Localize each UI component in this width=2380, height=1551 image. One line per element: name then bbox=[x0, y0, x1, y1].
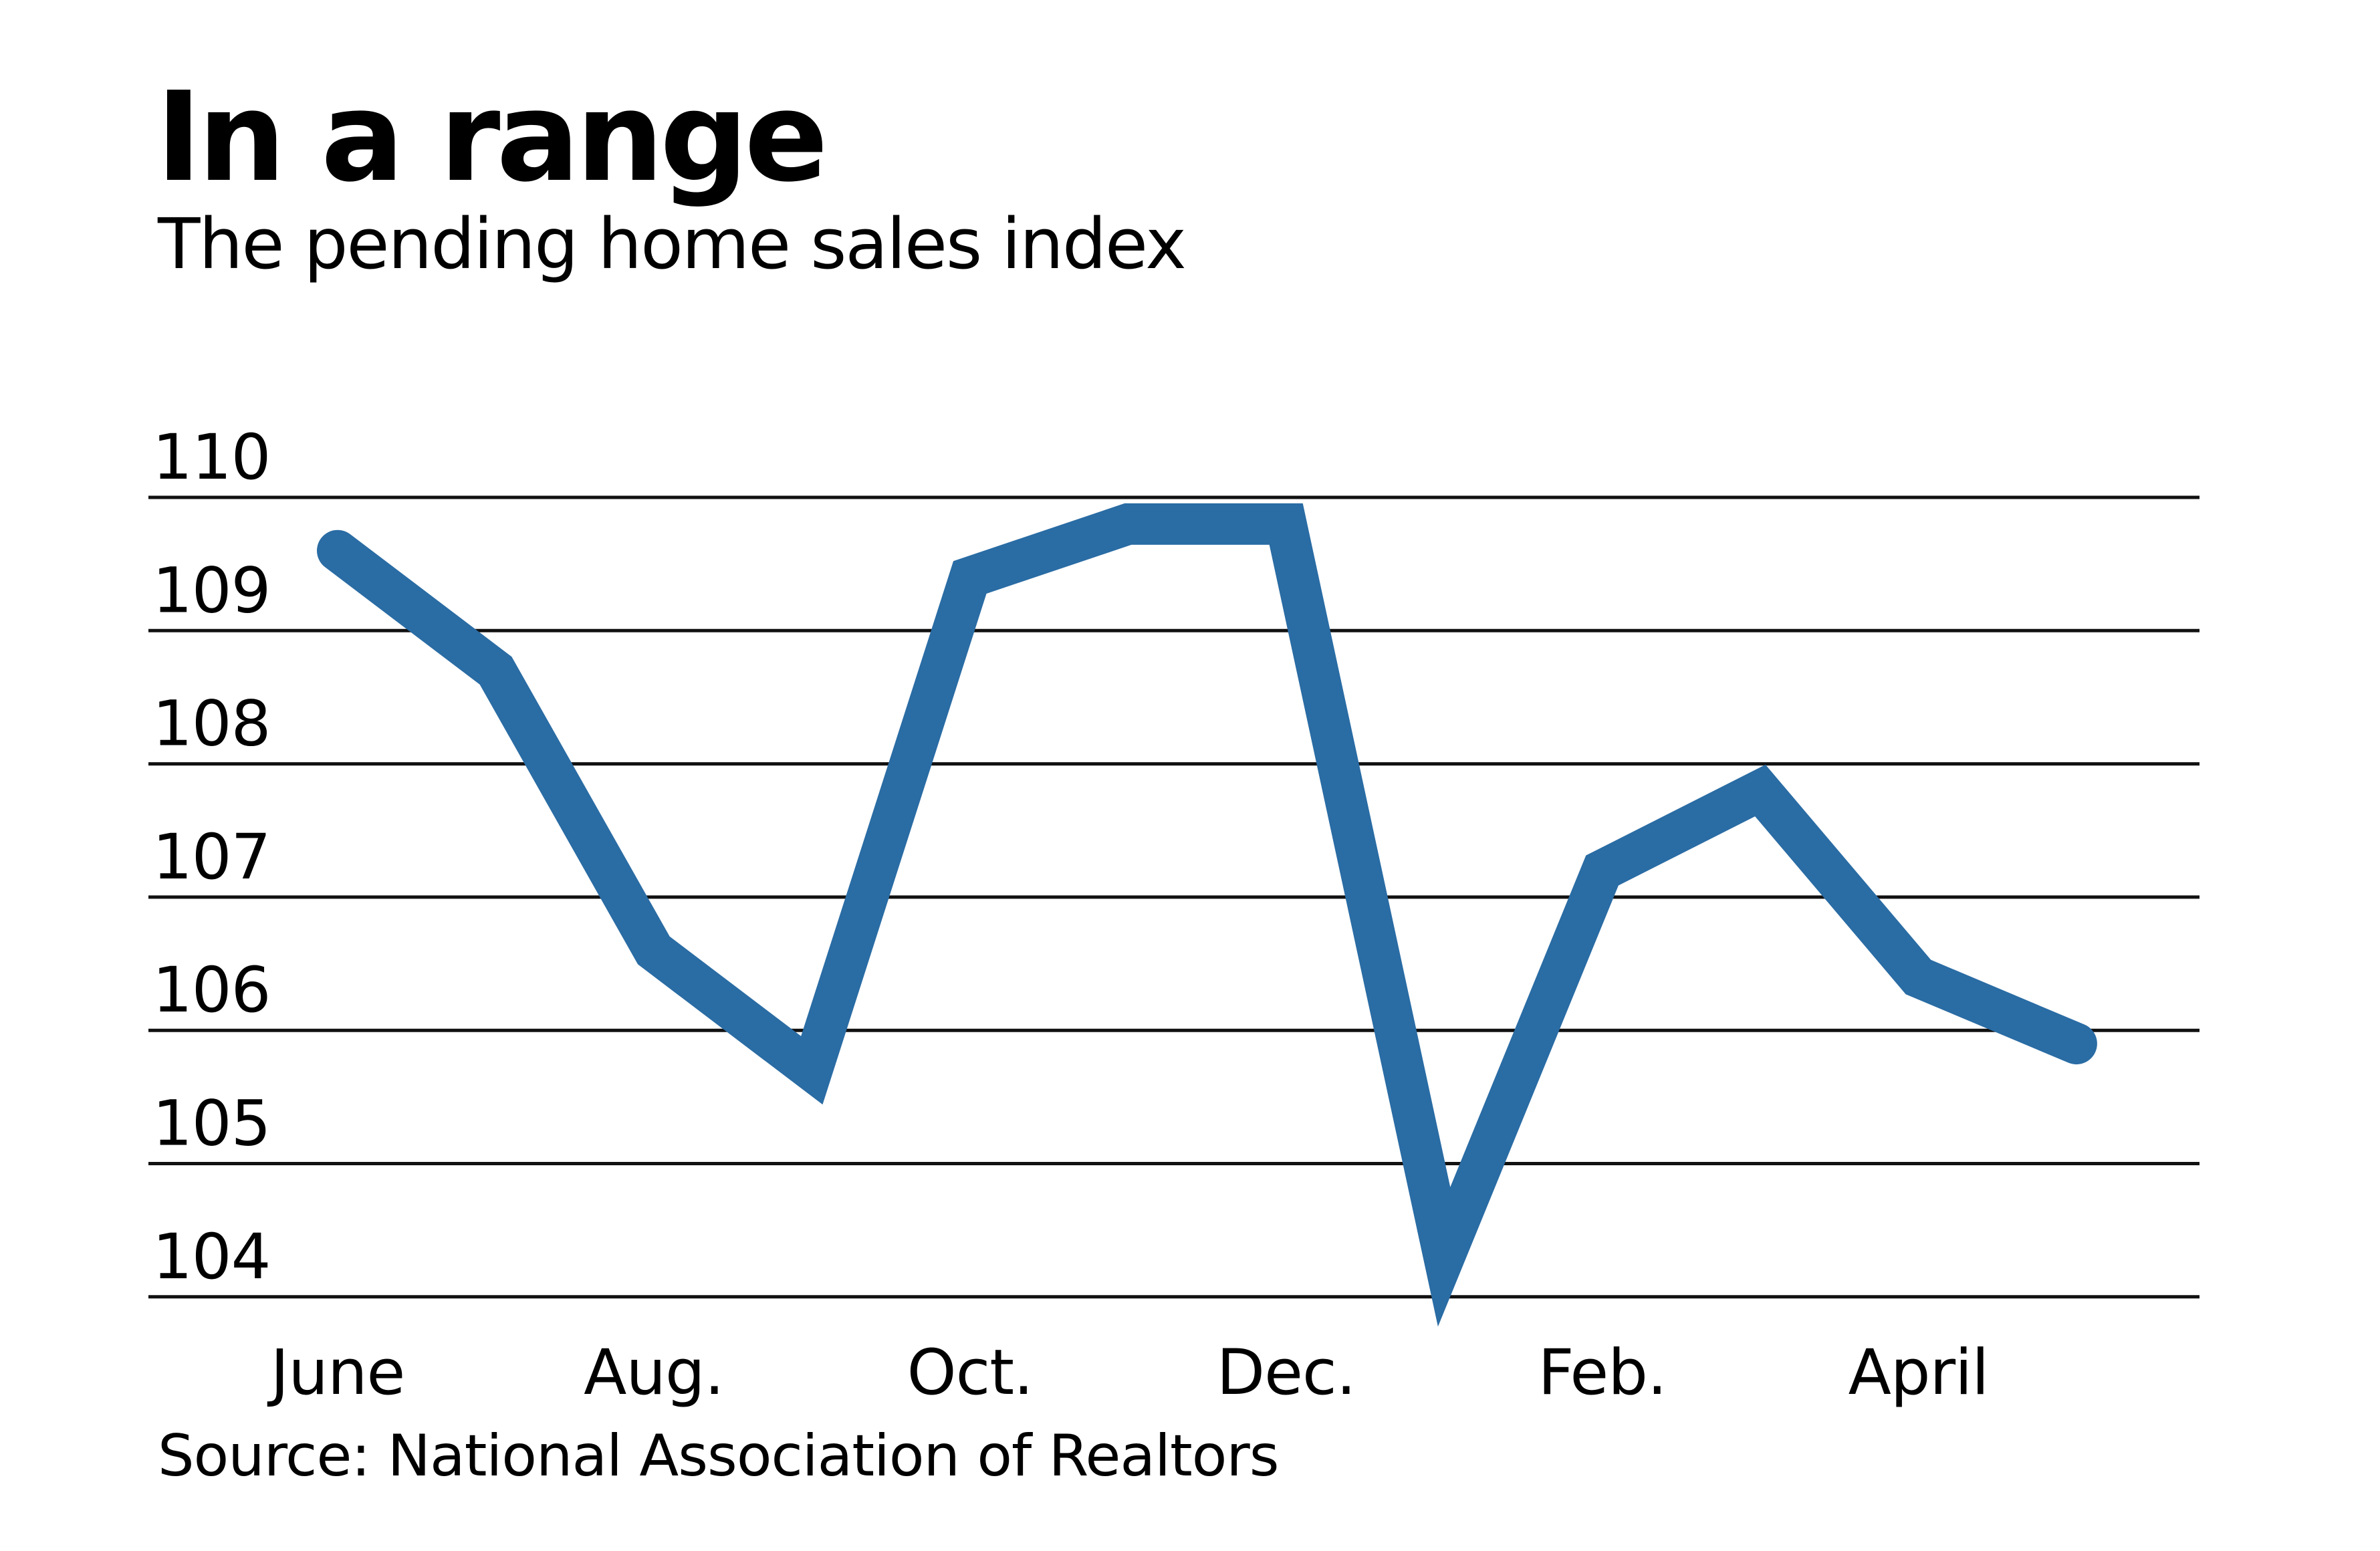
xtick-aug: Aug. bbox=[584, 1336, 723, 1409]
y-axis-tick-labels: 110 109 108 107 106 105 104 bbox=[152, 421, 271, 1294]
ytick-107: 107 bbox=[152, 821, 270, 894]
x-axis-tick-labels: June Aug. Oct. Dec. Feb. April bbox=[267, 1336, 1990, 1409]
xtick-april: April bbox=[1849, 1336, 1989, 1409]
ytick-105: 105 bbox=[152, 1088, 270, 1161]
ytick-104: 104 bbox=[152, 1221, 270, 1294]
xtick-feb: Feb. bbox=[1538, 1336, 1666, 1409]
pending-home-sales-index-line bbox=[317, 503, 2097, 1327]
xtick-dec: Dec. bbox=[1217, 1336, 1356, 1409]
xtick-oct: Oct. bbox=[907, 1336, 1033, 1409]
ytick-109: 109 bbox=[152, 554, 270, 627]
ytick-110: 110 bbox=[152, 421, 270, 494]
source-note: Source: National Association of Realtors bbox=[158, 1423, 1280, 1489]
chart-subtitle: The pending home sales index bbox=[158, 203, 1187, 285]
ytick-106: 106 bbox=[152, 954, 270, 1027]
ytick-108: 108 bbox=[152, 688, 270, 761]
xtick-june: June bbox=[267, 1336, 405, 1409]
chart-title: In a range bbox=[156, 65, 828, 209]
